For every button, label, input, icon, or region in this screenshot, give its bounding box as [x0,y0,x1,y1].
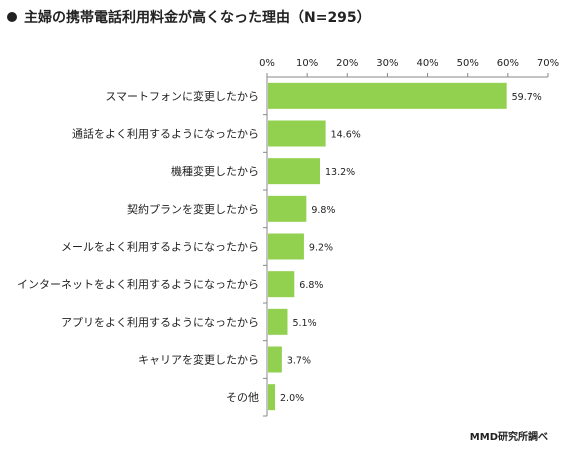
bar [268,271,295,298]
value-label: 13.2% [325,167,355,178]
bar [268,82,507,109]
bar [268,384,276,411]
x-tick-label: 30% [376,58,398,69]
category-label: 機種変更したから [171,164,259,178]
x-tick-label: 50% [457,58,479,69]
category-label: スマートフォンに変更したから [105,89,259,103]
x-tick-label: 0% [259,58,275,69]
category-label: 契約プランを変更したから [127,202,259,216]
title-bullet-icon [7,12,17,22]
x-tick-label: 60% [497,58,519,69]
source-note: MMD研究所調べ [470,430,548,443]
x-axis-ticks: 0% 10% 20% 30% 40% 50% 60% 70% [259,58,559,77]
x-tick-label: 70% [537,58,559,69]
x-tick-label: 40% [416,58,438,69]
value-label: 59.7% [512,92,542,103]
bar [268,346,282,373]
x-tick-label: 20% [336,58,358,69]
bars: スマートフォンに変更したから 59.7% 通話をよく利用するようになったから 14.6… [17,82,542,417]
value-label: 6.8% [299,280,323,291]
value-label: 9.2% [309,243,333,254]
category-label: アプリをよく利用するようになったから [61,316,259,329]
chart-title: 主婦の携帯電話利用料金が高くなった理由（N=295） [24,9,371,26]
category-label: インターネットをよく利用するようになったから [17,278,259,291]
x-tick-label: 10% [296,58,318,69]
value-label: 2.0% [280,393,304,404]
value-label: 9.8% [311,205,335,216]
value-label: 14.6% [331,130,361,141]
category-label: キャリアを変更したから [138,353,259,367]
bar [268,308,288,335]
bar [268,158,320,185]
bar [268,120,326,147]
value-label: 5.1% [292,318,316,329]
category-label: 通話をよく利用するようになったから [72,127,259,141]
value-label: 3.7% [287,356,311,367]
bar [268,195,307,222]
category-label: その他 [226,391,259,404]
category-label: メールをよく利用するようになったから [61,241,259,254]
bar [268,233,304,260]
